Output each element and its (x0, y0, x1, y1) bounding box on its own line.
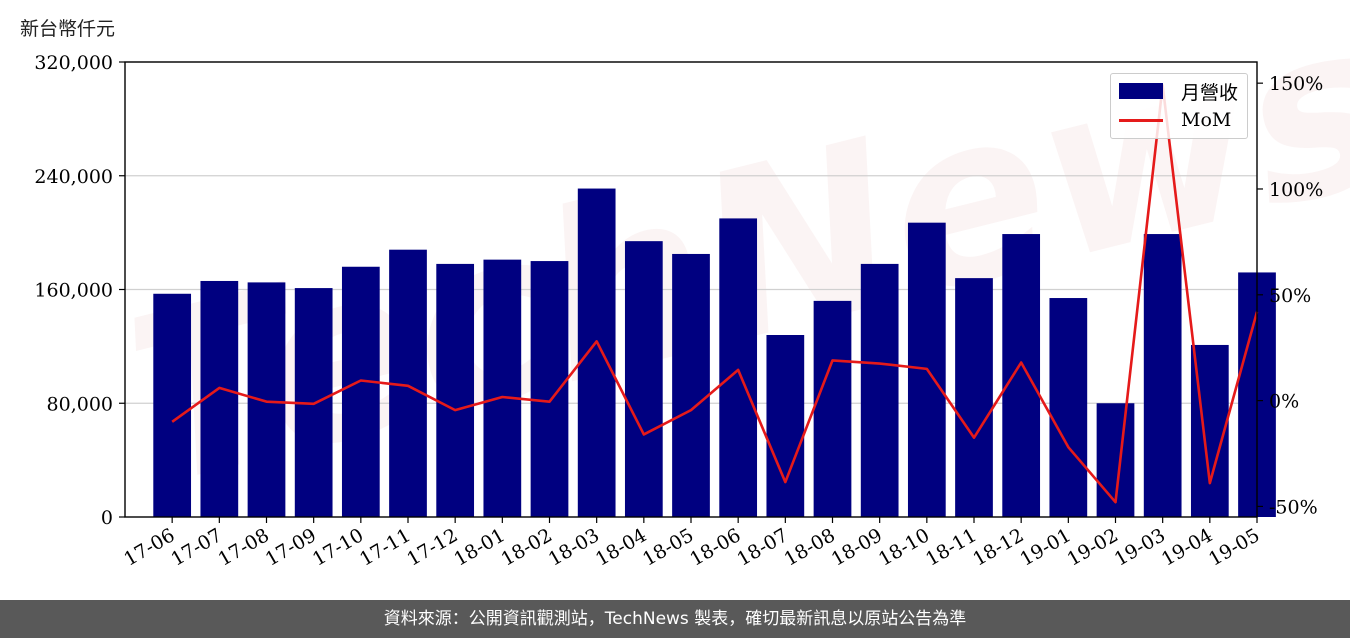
x-tick-label-19-04: 19-04 (1158, 524, 1216, 570)
bar-18-11 (955, 278, 993, 517)
left-tick-label-3: 240,000 (34, 166, 113, 188)
bar-18-07 (766, 335, 805, 517)
bar-17-08 (247, 282, 286, 517)
bar-18-05 (672, 253, 710, 517)
legend-item-revenue: 月營收 (1119, 79, 1239, 104)
bar-18-03 (577, 188, 616, 517)
x-tick-label-18-12: 18-12 (969, 524, 1027, 570)
x-tick-label-18-08: 18-08 (781, 524, 839, 570)
bar-17-12 (436, 263, 475, 517)
bar-18-02 (530, 261, 569, 517)
x-tick-label-18-07: 18-07 (733, 524, 791, 570)
bar-18-12 (1002, 234, 1041, 517)
revenue-chart: 0 80,000 160,000 240,000 320,000 -50% 0% 50% 100… (34, 52, 1323, 571)
bar-17-10 (341, 266, 380, 517)
left-tick-label-4: 320,000 (34, 52, 113, 74)
x-tick-label-19-02: 19-02 (1064, 524, 1122, 570)
bar-19-01 (1049, 298, 1088, 517)
x-tick-label-17-11: 17-11 (356, 524, 414, 570)
x-tick-label-18-02: 18-02 (498, 524, 556, 570)
bar-18-01 (483, 259, 522, 517)
bar-17-06 (153, 293, 192, 517)
x-tick-label-17-06: 17-06 (120, 524, 178, 570)
bar-18-09 (860, 263, 899, 517)
x-tick-label-19-01: 19-01 (1016, 524, 1074, 570)
x-tick-label-18-09: 18-09 (828, 524, 886, 570)
x-tick-label-18-10: 18-10 (875, 524, 933, 570)
x-tick-label-17-09: 17-09 (262, 524, 320, 570)
x-tick-label-17-10: 17-10 (309, 524, 367, 570)
legend-item-mom: MoM (1119, 108, 1231, 132)
right-tick-label-2: 50% (1269, 285, 1311, 307)
right-tick-label-1: 0% (1269, 391, 1299, 413)
bar-18-08 (813, 300, 852, 517)
x-tick-label-19-03: 19-03 (1111, 524, 1169, 570)
source-footer: 資料來源：公開資訊觀測站，TechNews 製表，確切最新訊息以原站公告為準 (0, 600, 1350, 638)
right-tick-label-3: 100% (1269, 179, 1323, 201)
mom-line (171, 83, 1259, 504)
x-tick-label-17-07: 17-07 (167, 524, 225, 570)
y-axis-unit-label: 新台幣仟元 (20, 18, 116, 40)
left-tick-label-2: 160,000 (34, 280, 113, 302)
x-tick-label-18-06: 18-06 (686, 524, 744, 570)
x-tick-label-18-03: 18-03 (545, 524, 603, 570)
x-tick-label-19-05: 19-05 (1205, 524, 1263, 570)
chart-legend: 月營收 MoM (1110, 73, 1248, 139)
x-tick-label-18-11: 18-11 (922, 524, 980, 570)
left-tick-label-1: 80,000 (47, 393, 113, 415)
right-tick-label-4: 150% (1269, 73, 1323, 95)
x-tick-label-17-12: 17-12 (403, 524, 461, 570)
bar-19-03 (1143, 234, 1182, 517)
left-tick-label-0: 0 (101, 507, 113, 529)
bar-18-04 (624, 241, 663, 517)
bar-17-07 (200, 280, 239, 517)
legend-swatch-line (1119, 118, 1163, 122)
x-tick-label-18-05: 18-05 (639, 524, 697, 570)
legend-label-mom: MoM (1181, 109, 1232, 131)
bar-18-06 (719, 218, 758, 517)
legend-label-revenue: 月營收 (1181, 81, 1239, 104)
x-tick-label-17-08: 17-08 (215, 524, 273, 570)
right-tick-label-0: -50% (1269, 496, 1318, 518)
legend-swatch-bar (1119, 83, 1163, 99)
x-tick-label-18-04: 18-04 (592, 524, 650, 570)
x-tick-label-18-01: 18-01 (450, 524, 508, 570)
